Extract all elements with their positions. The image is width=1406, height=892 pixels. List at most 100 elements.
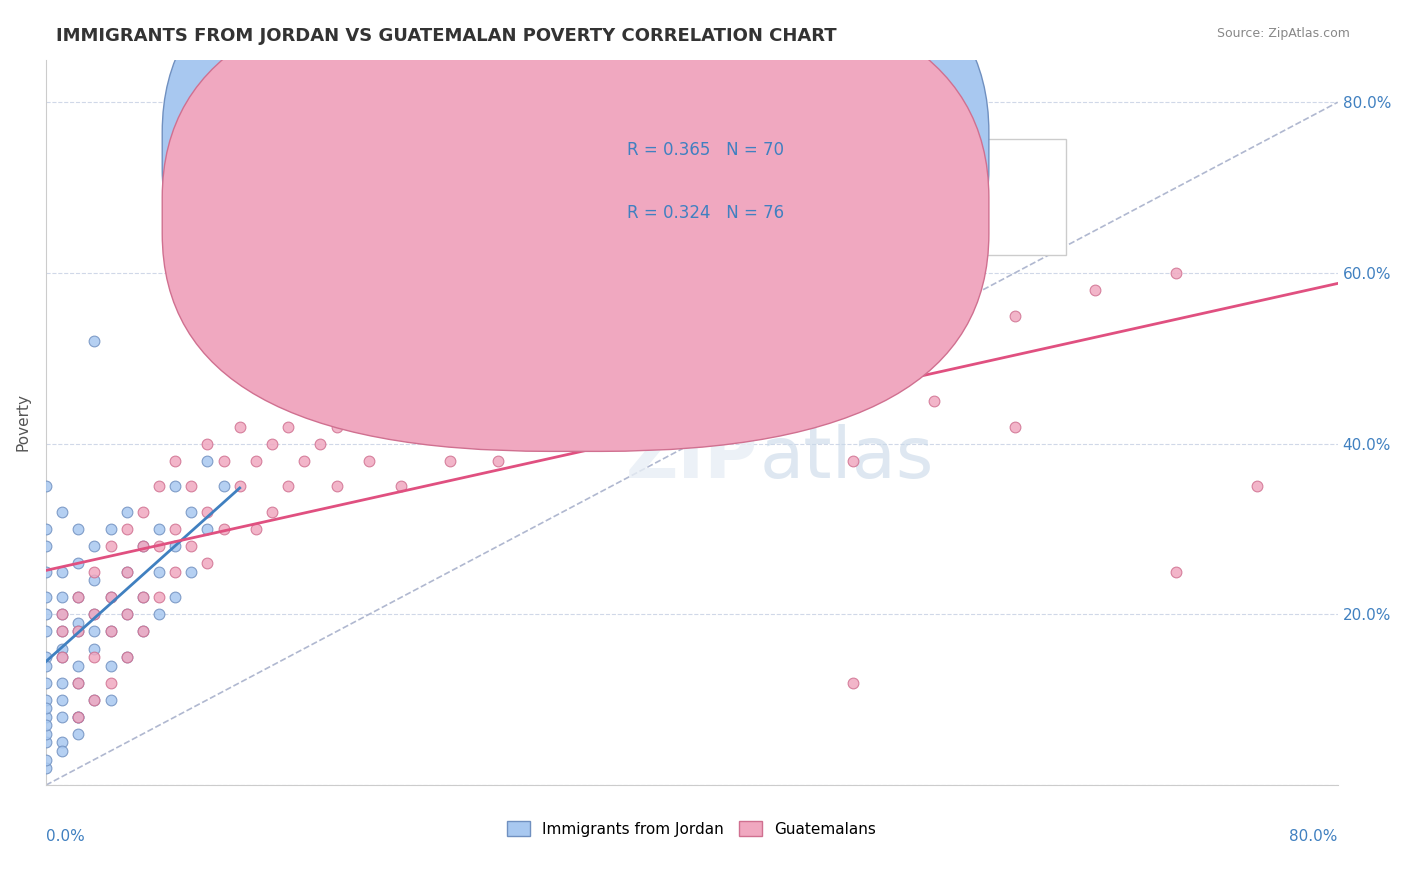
Point <box>83 641 105 656</box>
Point <box>115 565 138 579</box>
Point <box>100 522 122 536</box>
Point <box>35 710 58 724</box>
Text: 0.0%: 0.0% <box>46 829 84 844</box>
Point <box>35 727 58 741</box>
Point <box>165 565 187 579</box>
Point <box>115 650 138 665</box>
Point <box>439 394 461 409</box>
Point <box>67 710 90 724</box>
Point <box>67 658 90 673</box>
Point <box>197 505 219 519</box>
Point <box>148 591 170 605</box>
Point <box>83 624 105 639</box>
Point <box>132 539 155 553</box>
Point <box>67 556 90 570</box>
Point <box>132 539 155 553</box>
Point <box>51 607 73 622</box>
Point <box>83 650 105 665</box>
Point <box>35 624 58 639</box>
Point <box>100 692 122 706</box>
Point <box>51 641 73 656</box>
Point <box>600 180 623 194</box>
Point <box>67 591 90 605</box>
Point <box>132 591 155 605</box>
Point <box>1246 479 1268 493</box>
Point <box>100 539 122 553</box>
Point <box>132 591 155 605</box>
Point <box>148 607 170 622</box>
FancyBboxPatch shape <box>162 0 988 451</box>
Point <box>115 650 138 665</box>
Point <box>600 436 623 450</box>
Point <box>180 539 202 553</box>
Point <box>1166 565 1188 579</box>
Point <box>357 394 380 409</box>
Point <box>180 479 202 493</box>
Point <box>100 624 122 639</box>
Point <box>67 710 90 724</box>
Point <box>148 479 170 493</box>
Point <box>245 522 267 536</box>
Point <box>51 607 73 622</box>
Point <box>148 565 170 579</box>
Point <box>115 522 138 536</box>
Point <box>67 591 90 605</box>
Point <box>486 454 509 468</box>
Point <box>228 479 250 493</box>
Point <box>212 522 235 536</box>
Point <box>83 539 105 553</box>
Point <box>180 505 202 519</box>
Point <box>51 650 73 665</box>
Point <box>100 591 122 605</box>
Point <box>67 710 90 724</box>
Point <box>519 351 541 366</box>
Point <box>1166 266 1188 280</box>
Text: ZIP: ZIP <box>626 424 758 493</box>
Point <box>1084 283 1107 297</box>
Text: atlas: atlas <box>759 424 934 493</box>
Point <box>35 539 58 553</box>
Point <box>922 394 945 409</box>
Legend: Immigrants from Jordan, Guatemalans: Immigrants from Jordan, Guatemalans <box>501 814 883 843</box>
Point <box>83 565 105 579</box>
Point <box>277 419 299 434</box>
Point <box>165 479 187 493</box>
Point <box>600 368 623 383</box>
Point <box>165 522 187 536</box>
Point <box>132 624 155 639</box>
Point <box>519 419 541 434</box>
Point <box>35 761 58 775</box>
FancyBboxPatch shape <box>162 0 988 386</box>
Point <box>228 419 250 434</box>
Point <box>67 675 90 690</box>
Point <box>212 454 235 468</box>
Point <box>35 650 58 665</box>
Point <box>51 624 73 639</box>
Point <box>35 479 58 493</box>
Point <box>115 505 138 519</box>
Point <box>260 436 283 450</box>
Point <box>486 368 509 383</box>
Point <box>357 368 380 383</box>
Point <box>197 436 219 450</box>
Point <box>197 522 219 536</box>
Point <box>132 505 155 519</box>
Point <box>51 735 73 749</box>
Point <box>35 658 58 673</box>
Point <box>35 692 58 706</box>
Point <box>83 692 105 706</box>
Point <box>389 419 412 434</box>
Point <box>197 556 219 570</box>
Point <box>115 607 138 622</box>
Point <box>51 624 73 639</box>
Point <box>309 436 332 450</box>
Point <box>115 565 138 579</box>
Point <box>842 334 865 349</box>
Point <box>51 744 73 758</box>
Point <box>245 454 267 468</box>
Point <box>761 351 783 366</box>
Point <box>148 539 170 553</box>
Point <box>67 522 90 536</box>
Point <box>132 624 155 639</box>
Point <box>35 607 58 622</box>
